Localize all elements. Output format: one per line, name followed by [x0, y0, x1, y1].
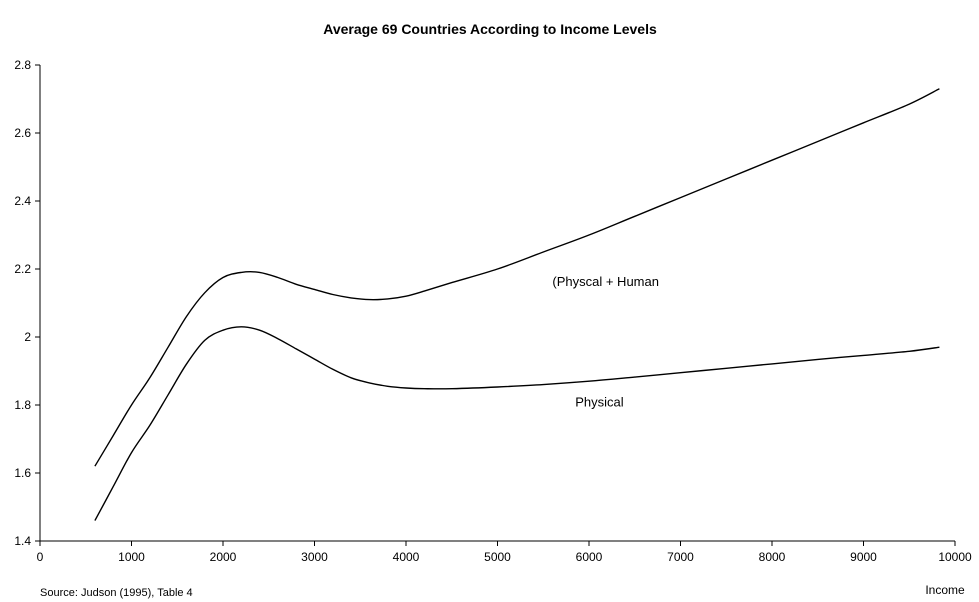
- x-tick-label: 10000: [938, 550, 972, 564]
- annotations-group: (Physcal + Human Physical: [552, 274, 659, 410]
- y-tick-label: 1.6: [14, 466, 31, 480]
- x-tick-label: 9000: [850, 550, 877, 564]
- x-tick-label: 2000: [210, 550, 237, 564]
- series-line-1: [94, 326, 940, 521]
- y-tick-label: 2.2: [14, 262, 31, 276]
- x-tick-label: 3000: [301, 550, 328, 564]
- x-tick-label: 7000: [667, 550, 694, 564]
- x-tick-label: 5000: [484, 550, 511, 564]
- series-annotation: (Physcal + Human: [552, 274, 659, 289]
- y-tick-label: 1.4: [14, 534, 31, 548]
- y-tick-label: 1.8: [14, 398, 31, 412]
- x-tick-label: 4000: [393, 550, 420, 564]
- x-axis-label: Income: [925, 583, 965, 597]
- y-tick-label: 2: [24, 330, 31, 344]
- source-note: Source: Judson (1995), Table 4: [40, 587, 193, 599]
- axis-ticks: 0 1000 2000 3000 4000 5000 6000 7000 8000 9000 100…: [14, 58, 972, 564]
- series-group: [94, 88, 940, 521]
- series-line-0: [94, 88, 940, 467]
- y-tick-label: 2.4: [14, 194, 31, 208]
- x-tick-label: 1000: [118, 550, 145, 564]
- y-tick-label: 2.8: [14, 58, 31, 72]
- y-tick-label: 2.6: [14, 126, 31, 140]
- series-annotation: Physical: [575, 395, 624, 410]
- x-tick-label: 8000: [759, 550, 786, 564]
- x-tick-label: 6000: [576, 550, 603, 564]
- x-tick-label: 0: [37, 550, 44, 564]
- chart-title: Average 69 Countries According to Income…: [323, 21, 657, 37]
